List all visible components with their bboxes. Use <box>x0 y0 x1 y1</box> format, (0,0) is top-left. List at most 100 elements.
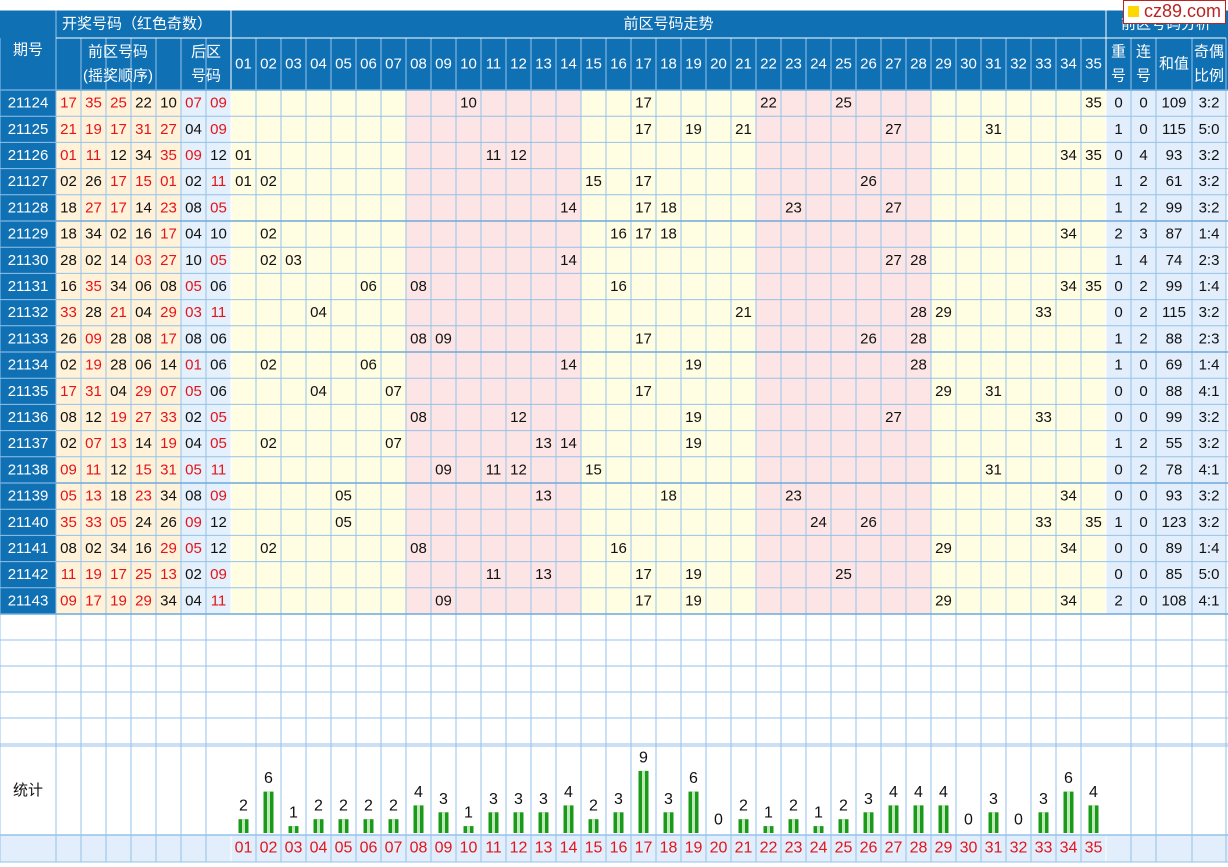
front-ball: 09 <box>60 461 77 478</box>
trend-hit: 23 <box>785 488 802 505</box>
logo-square-icon <box>1127 6 1139 17</box>
stat-value: 0 <box>1014 812 1023 829</box>
stat-bar-highlight <box>267 791 270 833</box>
trend-hit: 33 <box>1035 409 1052 426</box>
front-ball: 29 <box>160 304 177 321</box>
front-ball: 08 <box>160 278 177 295</box>
trend-hit: 17 <box>635 330 652 347</box>
front-ball: 28 <box>110 357 127 374</box>
trend-hit: 35 <box>1085 278 1102 295</box>
trend-column-header: 26 <box>860 56 877 73</box>
trend-hit: 28 <box>910 357 927 374</box>
stat-bar-highlight <box>1042 812 1045 833</box>
stat-category-label: 09 <box>435 840 453 857</box>
trend-hit: 02 <box>260 226 277 243</box>
trend-hit: 08 <box>410 278 427 295</box>
stat-category-label: 10 <box>460 840 478 857</box>
odd-even-ratio: 5:0 <box>1199 121 1220 138</box>
front-ball: 11 <box>86 461 102 478</box>
trend-hit: 07 <box>385 435 402 452</box>
front-ball: 26 <box>160 514 177 531</box>
trend-hit: 25 <box>835 95 852 112</box>
front-ball: 27 <box>135 409 152 426</box>
repeat-count: 0 <box>1114 488 1122 505</box>
odd-even-ratio: 1:4 <box>1199 278 1220 295</box>
trend-hit: 26 <box>860 173 877 190</box>
trend-hit: 17 <box>635 226 652 243</box>
back-ball: 09 <box>210 95 227 112</box>
trend-hit: 34 <box>1060 592 1077 609</box>
stat-category-label: 05 <box>335 840 353 857</box>
front-ball: 15 <box>135 461 152 478</box>
repeat-count: 0 <box>1114 95 1122 112</box>
trend-hit: 16 <box>610 226 627 243</box>
stat-category-label: 02 <box>260 840 278 857</box>
trend-column-header: 25 <box>835 56 852 73</box>
stat-category-label: 14 <box>560 840 578 857</box>
stat-value: 4 <box>1089 784 1098 801</box>
front-ball: 08 <box>135 330 152 347</box>
stat-value: 3 <box>539 791 548 808</box>
stat-category-label: 15 <box>585 840 603 857</box>
stat-category-label: 24 <box>810 840 828 857</box>
trend-hit: 10 <box>460 95 477 112</box>
stat-value: 2 <box>839 798 848 815</box>
trend-header: 前区号码走势 <box>623 16 713 33</box>
back-ball: 09 <box>210 121 227 138</box>
front-ball: 23 <box>135 488 152 505</box>
front-ball: 17 <box>160 330 177 347</box>
stat-bar-highlight <box>442 812 445 833</box>
trend-hit: 34 <box>1060 540 1077 557</box>
trend-hit: 29 <box>935 383 952 400</box>
trend-hit: 24 <box>810 514 827 531</box>
front-ball: 21 <box>110 304 127 321</box>
front-ball: 01 <box>60 147 77 164</box>
repeat-count: 0 <box>1114 409 1122 426</box>
back-ball: 05 <box>185 461 202 478</box>
sum-value: 99 <box>1166 278 1183 295</box>
front-ball: 35 <box>160 147 177 164</box>
issue-number: 21133 <box>8 330 49 347</box>
odd-even-ratio: 3:2 <box>1199 488 1220 505</box>
front-ball: 31 <box>85 383 102 400</box>
odd-even-ratio: 3:2 <box>1199 173 1220 190</box>
trend-hit: 14 <box>560 435 577 452</box>
stat-value: 1 <box>289 805 298 822</box>
front-ball: 35 <box>85 95 102 112</box>
back-draw-header-2: 号码 <box>191 68 221 85</box>
trend-column-header: 12 <box>510 56 527 73</box>
front-ball: 07 <box>85 435 102 452</box>
trend-column-header: 05 <box>335 56 352 73</box>
stat-value: 6 <box>264 770 273 787</box>
stat-category-label: 17 <box>635 840 653 857</box>
odd-even-header: 奇偶 <box>1194 44 1224 61</box>
site-logo[interactable]: cz89.com <box>1122 0 1226 24</box>
stat-bar-highlight <box>417 805 420 833</box>
trend-column-header: 30 <box>960 56 977 73</box>
trend-hit: 31 <box>985 383 1002 400</box>
odd-even-header-2: 比例 <box>1194 68 1224 85</box>
front-ball: 17 <box>110 566 127 583</box>
trend-hit: 34 <box>1060 278 1077 295</box>
stat-category-label: 12 <box>510 840 528 857</box>
front-ball: 18 <box>60 226 77 243</box>
stat-value: 9 <box>639 749 648 766</box>
trend-hit: 15 <box>585 173 602 190</box>
front-ball: 19 <box>160 435 177 452</box>
back-ball: 05 <box>185 383 202 400</box>
stat-value: 0 <box>964 812 973 829</box>
odd-even-ratio: 3:2 <box>1199 435 1220 452</box>
trend-hit: 08 <box>410 330 427 347</box>
issue-number: 21143 <box>8 592 49 609</box>
trend-hit: 17 <box>635 383 652 400</box>
trend-hit: 13 <box>535 566 552 583</box>
trend-hit: 19 <box>685 357 702 374</box>
stat-value: 3 <box>864 791 873 808</box>
front-ball: 17 <box>60 95 77 112</box>
stat-bar-highlight <box>367 819 370 833</box>
issue-number: 21138 <box>8 461 49 478</box>
issue-column-header: 期号 <box>13 42 43 59</box>
trend-hit: 34 <box>1060 226 1077 243</box>
trend-hit: 28 <box>910 330 927 347</box>
